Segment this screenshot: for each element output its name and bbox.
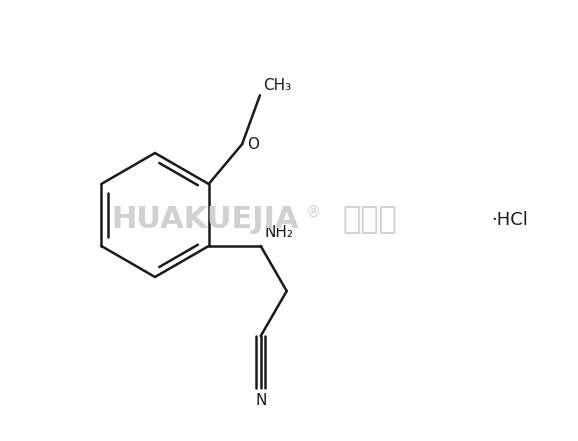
Text: HUAKUEJIA: HUAKUEJIA — [111, 206, 299, 235]
Text: ·HCl: ·HCl — [491, 211, 528, 229]
Text: 化学加: 化学加 — [343, 206, 398, 235]
Text: NH₂: NH₂ — [265, 225, 294, 240]
Text: ®: ® — [305, 205, 321, 220]
Text: O: O — [247, 137, 259, 152]
Text: N: N — [255, 393, 266, 408]
Text: CH₃: CH₃ — [263, 78, 291, 93]
